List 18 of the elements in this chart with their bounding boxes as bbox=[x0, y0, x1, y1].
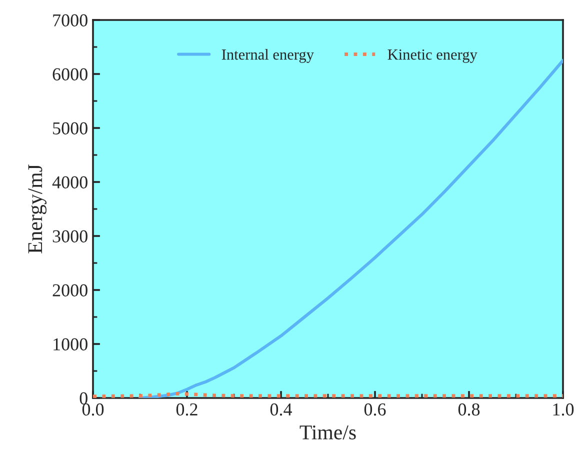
x-tick-label: 0.2 bbox=[176, 403, 198, 416]
legend-label: Kinetic energy bbox=[388, 49, 478, 63]
legend-label: Internal energy bbox=[222, 48, 314, 63]
x-tick-label: 0.8 bbox=[458, 403, 480, 416]
x-axis-title: Time/s bbox=[300, 425, 356, 440]
y-tick-label: 0 bbox=[80, 392, 88, 404]
y-tick-label: 5000 bbox=[53, 122, 88, 134]
y-tick-label: 6000 bbox=[52, 68, 88, 80]
x-tick-label: 0.0 bbox=[82, 403, 104, 416]
y-axis-title: Energy/mJ bbox=[28, 164, 46, 254]
y-tick-label: 2000 bbox=[52, 284, 88, 296]
x-tick-label: 0.4 bbox=[270, 403, 292, 416]
x-tick-label: 1.0 bbox=[553, 403, 574, 416]
y-tick-label: 4000 bbox=[52, 176, 88, 188]
y-tick-label: 3000 bbox=[52, 230, 88, 242]
x-tick-label: 0.6 bbox=[364, 403, 386, 416]
y-tick-label: 1000 bbox=[54, 338, 88, 350]
y-tick-label: 7000 bbox=[53, 14, 88, 26]
